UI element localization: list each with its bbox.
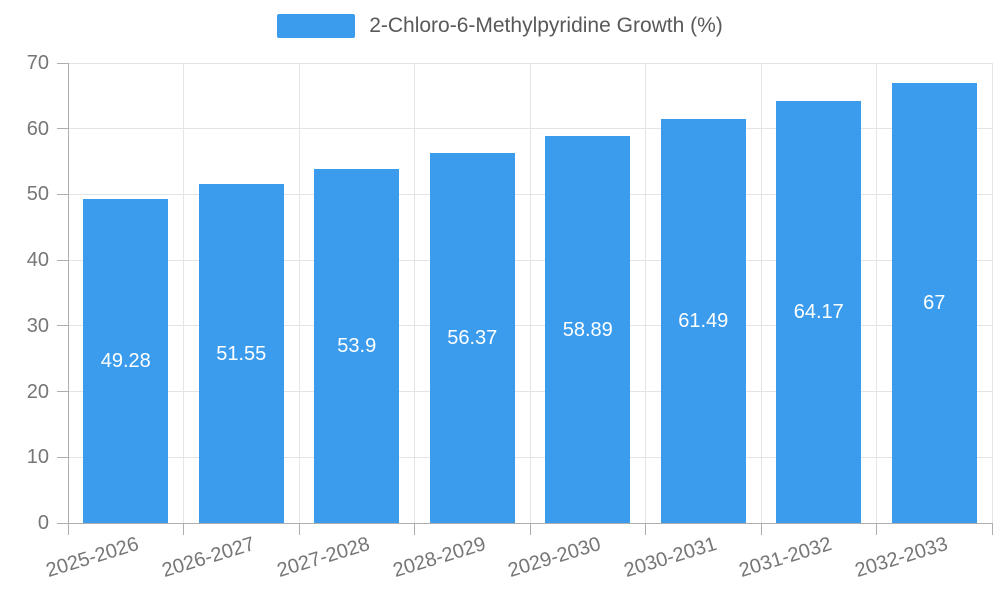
- x-axis-tick: [183, 523, 184, 535]
- x-axis-tick: [298, 523, 300, 535]
- x-tick-label: 2028-2029: [390, 532, 488, 582]
- x-tick-label: 2032-2033: [852, 532, 950, 582]
- x-axis-tick: [67, 523, 69, 535]
- gridline-vertical: [760, 63, 762, 523]
- y-axis-tick: [57, 128, 68, 130]
- x-tick-label: 2031-2032: [736, 532, 835, 582]
- bar-value-label: 64.17: [793, 301, 844, 324]
- gridline-vertical: [529, 63, 531, 523]
- bar[interactable]: 53.9: [314, 168, 400, 523]
- x-axis-tick: [645, 523, 646, 535]
- bar[interactable]: 64.17: [776, 101, 862, 523]
- bar-value-label: 49.28: [100, 350, 151, 373]
- gridline-vertical: [876, 63, 877, 523]
- x-tick-label: 2030-2031: [621, 532, 719, 582]
- gridline-vertical: [645, 63, 646, 523]
- x-tick-label: 2025-2026: [43, 532, 142, 582]
- x-axis-tick: [529, 523, 531, 535]
- x-axis-tick: [991, 523, 993, 535]
- bar[interactable]: 56.37: [429, 152, 515, 523]
- x-tick-label: 2026-2027: [159, 532, 257, 582]
- legend-label: 2-Chloro-6-Methylpyridine Growth (%): [369, 14, 723, 37]
- bar-value-label: 53.9: [337, 334, 377, 357]
- x-axis-tick: [876, 523, 877, 535]
- legend[interactable]: 2-Chloro-6-Methylpyridine Growth (%): [0, 14, 1000, 38]
- y-axis-tick: [57, 391, 68, 393]
- bar-value-label: 67: [923, 291, 946, 314]
- x-axis-tick: [760, 523, 762, 535]
- y-axis-tick: [57, 456, 68, 458]
- y-tick-label: 50: [26, 183, 49, 206]
- y-tick-label: 0: [37, 512, 49, 534]
- y-axis-tick: [57, 62, 68, 64]
- gridline-vertical: [298, 63, 300, 523]
- y-axis-tick: [57, 325, 68, 327]
- x-tick-label: 2027-2028: [274, 532, 373, 582]
- bar[interactable]: 67: [891, 82, 977, 523]
- y-tick-label: 60: [26, 117, 49, 140]
- bar-value-label: 61.49: [678, 309, 729, 332]
- y-tick-label: 20: [26, 380, 49, 403]
- legend-swatch: [277, 14, 356, 38]
- gridline-vertical: [991, 63, 993, 523]
- y-axis-tick: [57, 193, 68, 195]
- y-tick-label: 70: [26, 52, 49, 74]
- bar[interactable]: 58.89: [545, 136, 631, 523]
- bar[interactable]: 49.28: [83, 199, 169, 523]
- y-axis-line: [68, 63, 69, 523]
- x-axis-line: [57, 522, 992, 524]
- bar-value-label: 51.55: [216, 342, 267, 365]
- bar-value-label: 56.37: [447, 326, 498, 349]
- x-tick-label: 2029-2030: [505, 532, 604, 582]
- bar[interactable]: 61.49: [660, 118, 746, 523]
- x-axis-tick: [414, 523, 415, 535]
- plot-area: 49.28 51.55 53.9 56.37 58.89 61.49 64.17 67: [68, 62, 993, 523]
- y-axis-tick: [57, 259, 68, 261]
- gridline-vertical: [414, 63, 415, 523]
- y-tick-label: 40: [26, 249, 49, 272]
- y-tick-label: 30: [26, 314, 49, 337]
- y-tick-label: 10: [26, 446, 49, 469]
- bar[interactable]: 51.55: [198, 184, 284, 523]
- bar-value-label: 58.89: [562, 318, 613, 341]
- gridline-vertical: [183, 63, 184, 523]
